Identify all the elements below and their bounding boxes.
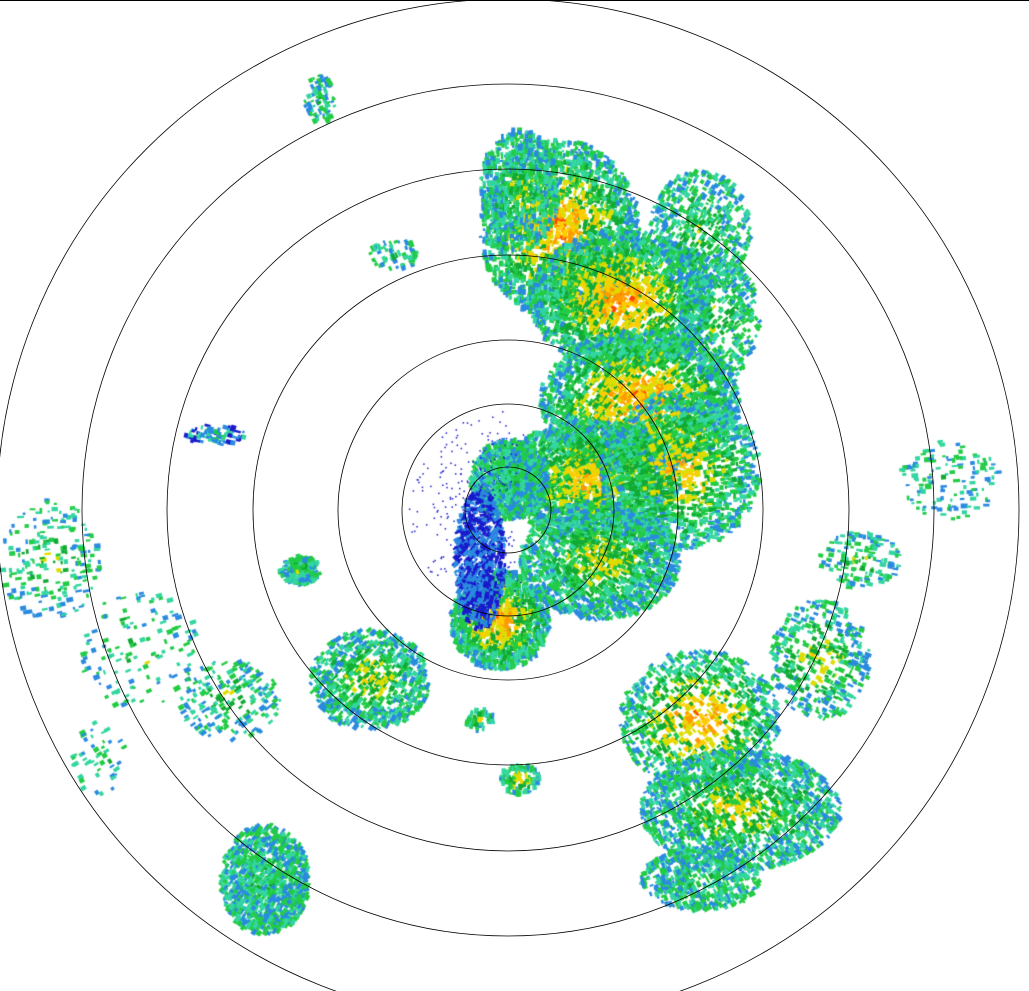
range-ring-5 [166, 168, 850, 852]
range-ring-2 [401, 403, 615, 617]
range-ring-4 [252, 254, 764, 766]
range-ring-3 [337, 339, 679, 681]
range-ring-6 [81, 83, 935, 937]
range-ring-1 [464, 466, 552, 554]
